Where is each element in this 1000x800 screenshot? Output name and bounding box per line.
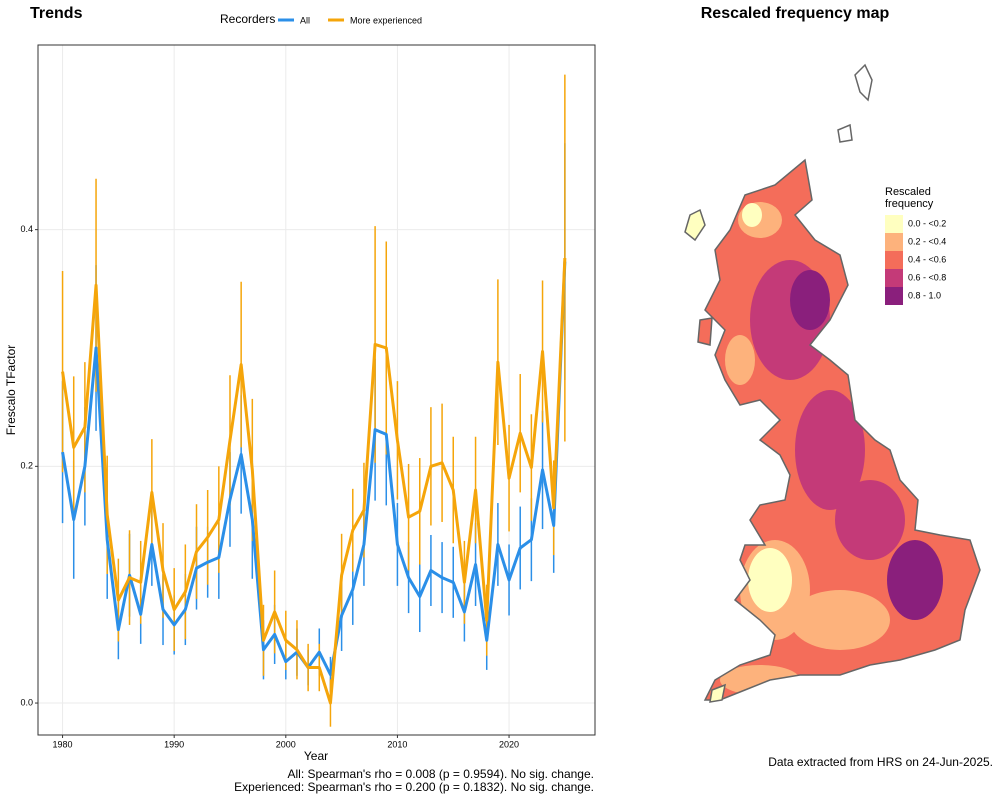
legend-label: 0.2 - <0.4	[908, 236, 946, 246]
map-area	[748, 548, 792, 612]
island	[837, 123, 853, 143]
legend-label: 0.6 - <0.8	[908, 272, 946, 282]
plot-border	[37, 44, 596, 736]
x-tick-label: 2020	[499, 739, 519, 749]
legend-swatch	[885, 269, 903, 287]
x-tick-label: 2000	[276, 739, 296, 749]
y-tick-label: 0.2	[20, 461, 33, 471]
legend-label: 0.8 - 1.0	[908, 290, 941, 300]
map-area	[790, 590, 890, 650]
annotation: Experienced: Spearman's rho = 0.200 (p =…	[234, 780, 594, 794]
island	[709, 683, 727, 703]
legend-swatch	[885, 215, 903, 233]
legend-label: More experienced	[350, 15, 422, 25]
legend-swatch	[885, 233, 903, 251]
y-axis-label: Frescalo TFactor	[4, 345, 18, 435]
chart-title: Trends	[30, 5, 83, 22]
map-legend-title: Rescaled frequency	[885, 186, 934, 210]
series-line	[61, 261, 567, 677]
legend-label: 0.4 - <0.6	[908, 254, 946, 264]
plot-background	[38, 45, 595, 735]
map-area	[835, 480, 905, 560]
map	[684, 63, 981, 703]
island	[854, 63, 873, 102]
island	[697, 317, 713, 346]
legend-swatch	[885, 251, 903, 269]
island	[684, 208, 706, 242]
annotation: All: Spearman's rho = 0.008 (p = 0.9594)…	[288, 767, 594, 781]
map-area	[887, 540, 943, 620]
series-line	[61, 257, 567, 705]
map-caption: Data extracted from HRS on 24-Jun-2025.	[768, 755, 993, 769]
x-tick-label: 2010	[387, 739, 407, 749]
map-area	[742, 203, 762, 227]
map-area	[795, 390, 865, 510]
legend-label: All	[300, 15, 310, 25]
y-tick-label: 0.4	[20, 224, 33, 234]
x-tick-label: 1990	[164, 739, 184, 749]
legend-title: Recorders	[220, 12, 275, 26]
map-area	[790, 270, 830, 330]
x-axis-label: Year	[304, 749, 328, 763]
x-tick-label: 1980	[53, 739, 73, 749]
legend-swatch	[885, 287, 903, 305]
legend-label: 0.0 - <0.2	[908, 218, 946, 228]
map-title: Rescaled frequency map	[701, 5, 890, 22]
map-fill	[705, 160, 980, 700]
y-tick-label: 0.0	[20, 697, 33, 707]
map-area	[725, 335, 755, 385]
